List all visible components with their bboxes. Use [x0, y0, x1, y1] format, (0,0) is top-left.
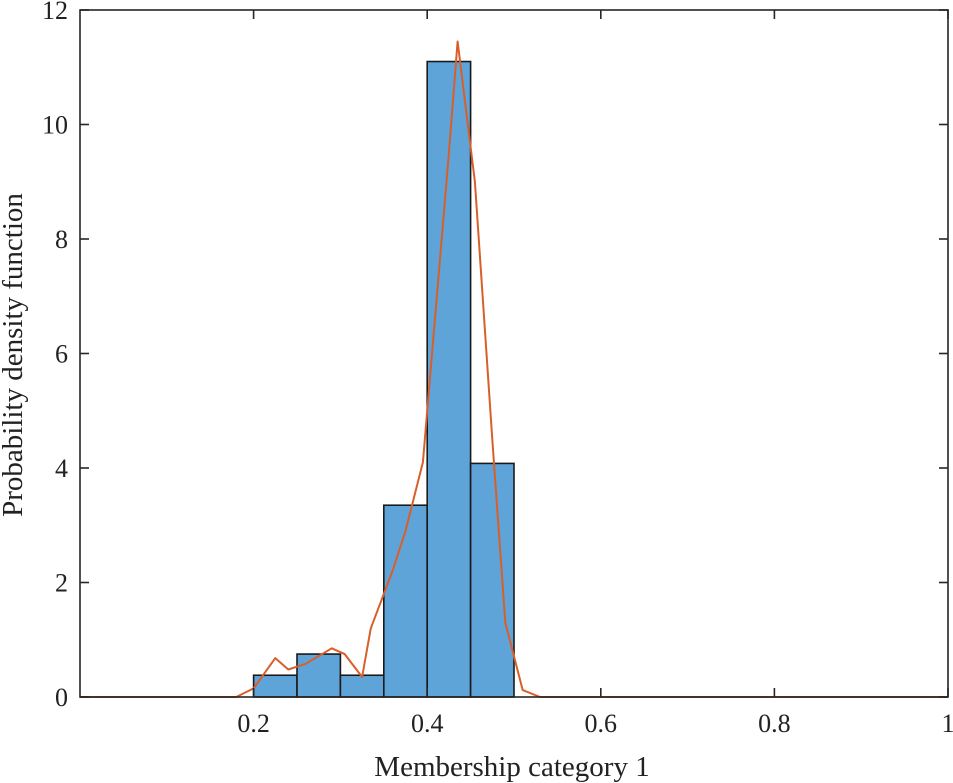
y-tick-label: 4: [55, 454, 68, 483]
y-tick-label: 10: [42, 111, 68, 140]
x-tick-label: 0.6: [585, 709, 618, 738]
y-tick-label: 2: [55, 569, 68, 598]
histogram-bar: [296, 653, 342, 698]
x-tick-label: 0.2: [237, 709, 270, 738]
y-tick-label: 0: [55, 683, 68, 712]
y-tick-label: 8: [55, 225, 68, 254]
histogram-bar: [426, 60, 472, 698]
histogram-bars: [252, 60, 515, 698]
x-tick-label: 1: [942, 709, 953, 738]
y-tick-label: 12: [42, 0, 68, 25]
axis-ticks: [80, 9, 949, 698]
y-tick-label: 6: [55, 340, 68, 369]
histogram-bar: [339, 674, 385, 698]
x-tick-label: 0.8: [758, 709, 791, 738]
density-curve-layer: [80, 40, 948, 698]
histogram-bar: [382, 504, 428, 698]
y-axis-title: Probability density function: [0, 193, 29, 517]
density-curve-line: [80, 40, 948, 698]
x-axis-title: Membership category 1: [374, 751, 649, 783]
histogram-bar: [469, 462, 515, 698]
x-tick-label: 0.4: [411, 709, 444, 738]
